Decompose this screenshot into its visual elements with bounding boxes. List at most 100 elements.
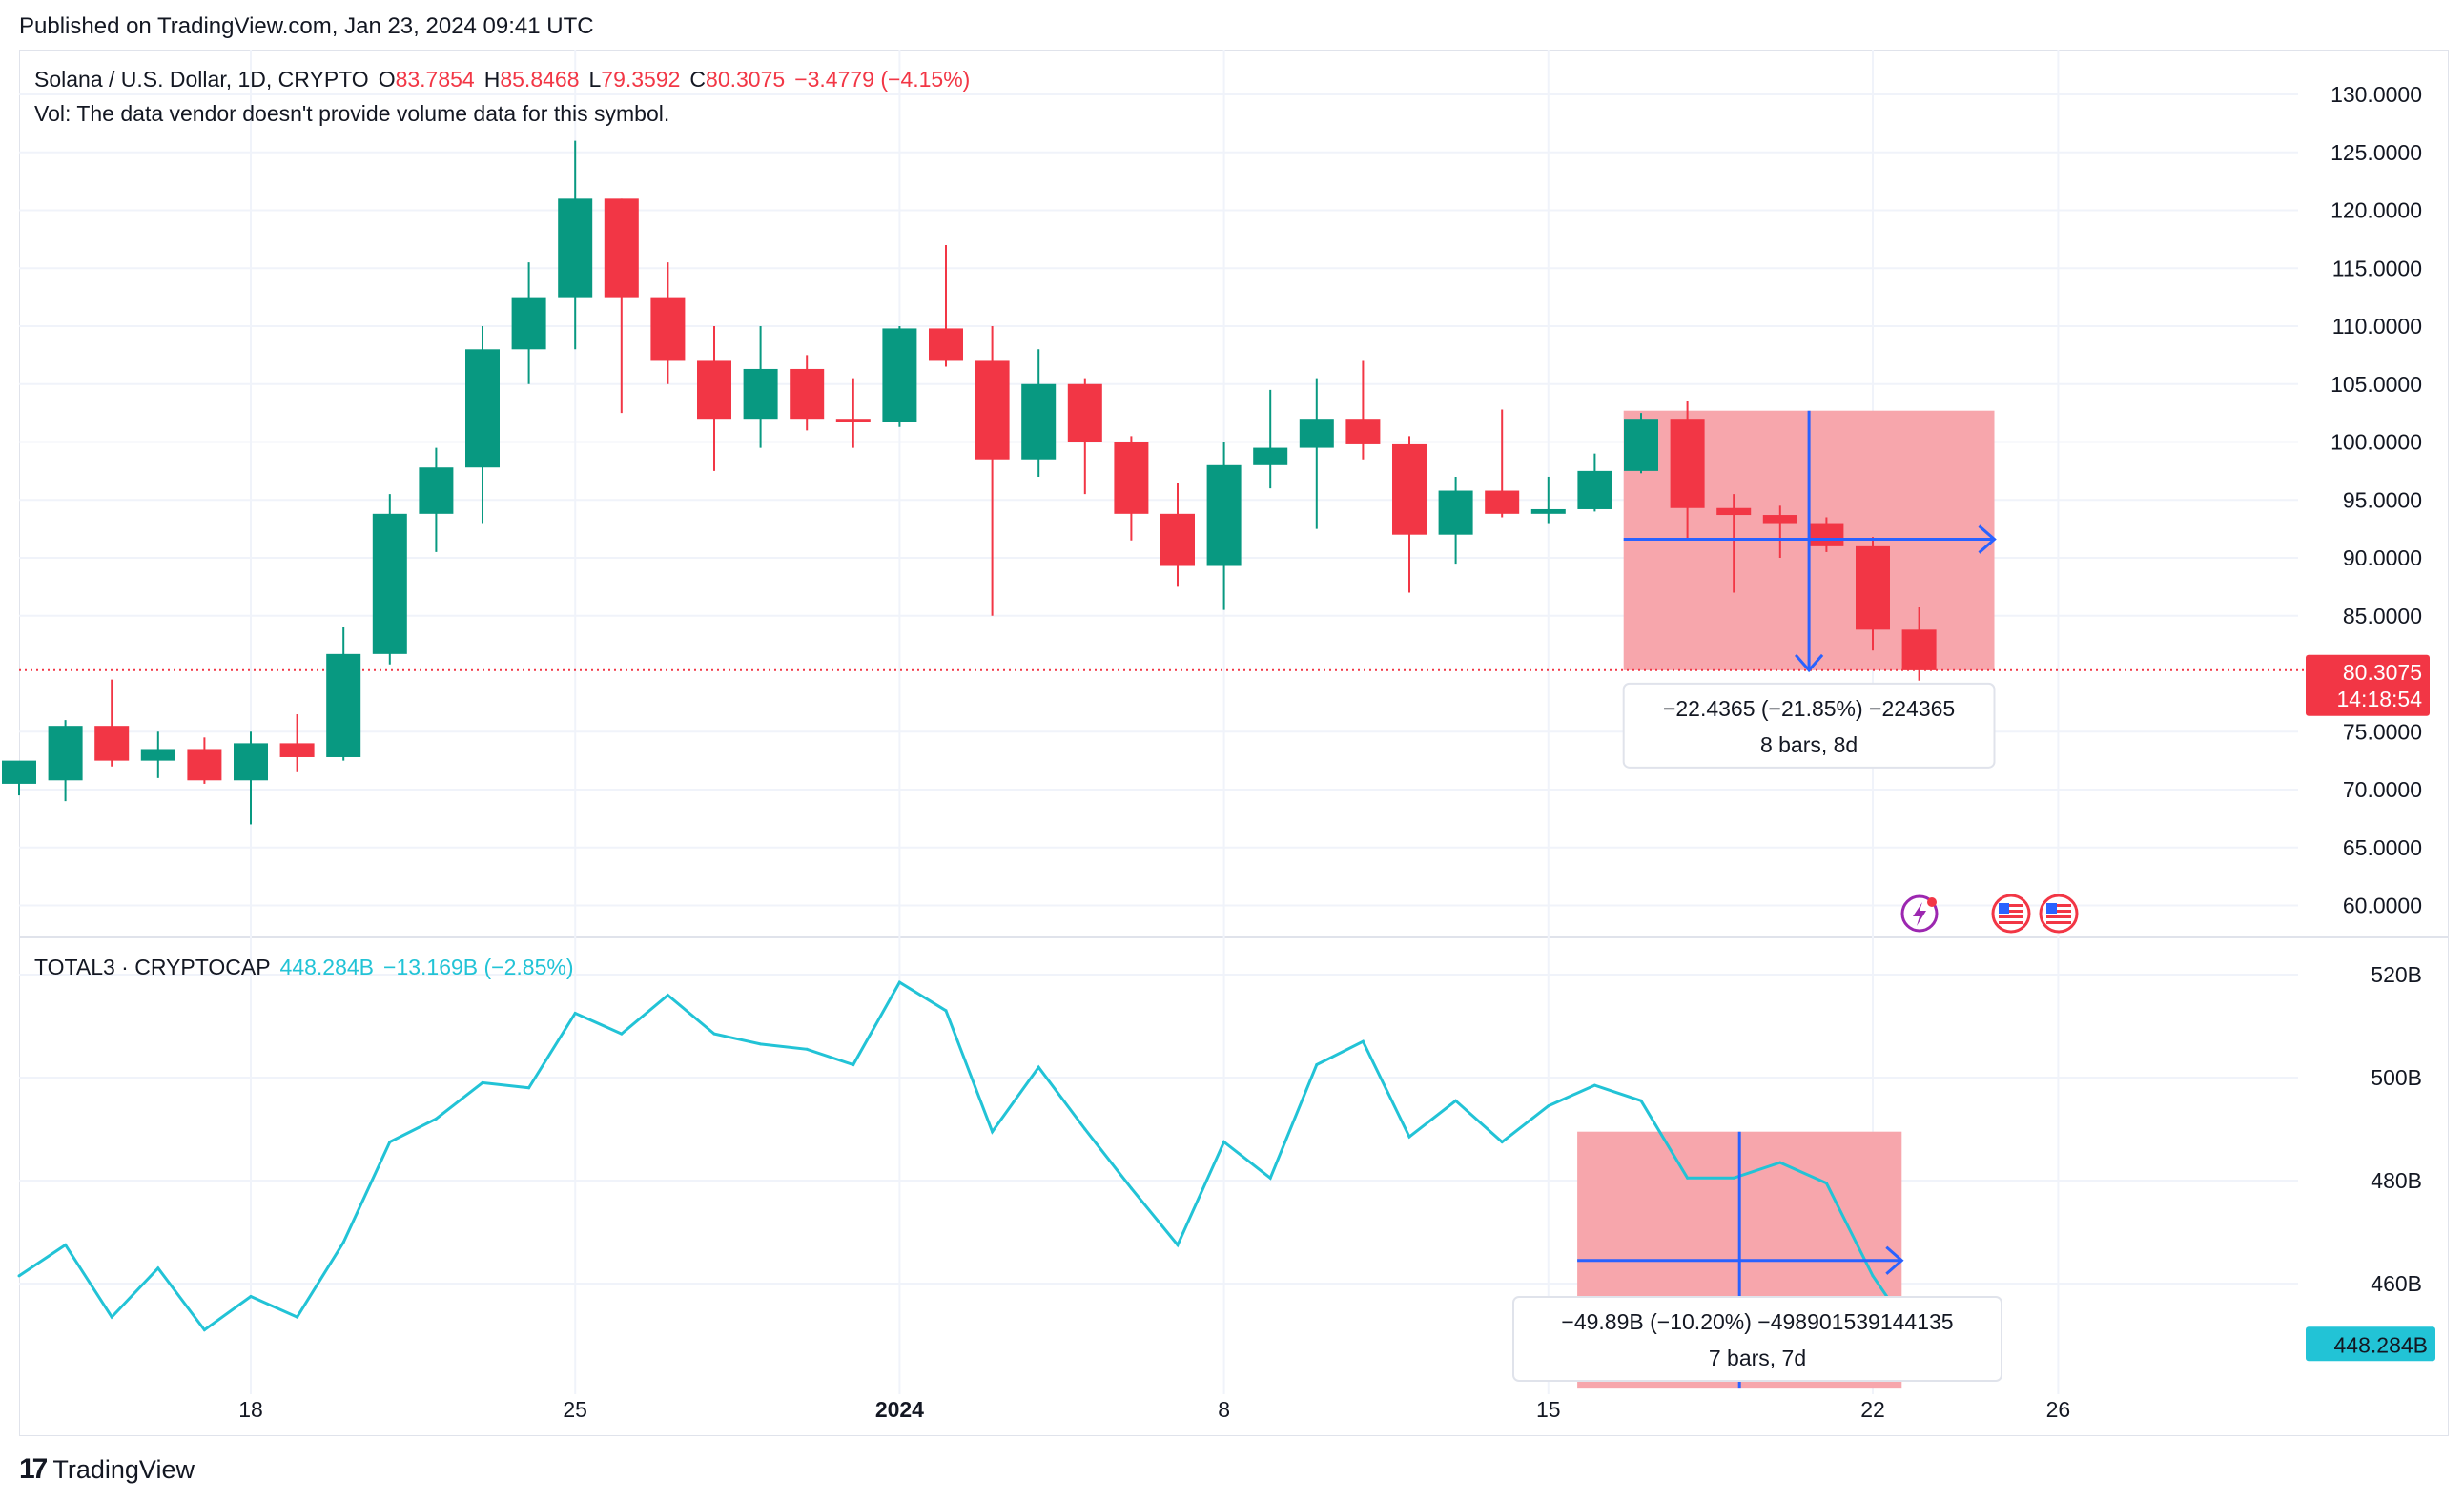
sub-legend[interactable]: TOTAL3 · CRYPTOCAP 448.284B −13.169B (−2.8… [34,955,584,980]
total3-point [666,994,669,997]
change-value: −3.4779 (−4.15%) [794,67,971,92]
candle-body [279,743,315,757]
candle-body [326,653,361,757]
lightning-glyph [1913,902,1926,926]
main-measure-down-arrow [1794,653,1824,673]
sub-y-tick-label: 520B [2371,962,2422,987]
high-value: 85.8468 [500,67,580,92]
candle-body [48,726,83,781]
candle [1114,436,1149,541]
candle-body [1762,515,1797,524]
candle-body [465,349,500,468]
y-tick-label: 95.0000 [2343,487,2422,512]
candle-body [234,743,268,781]
tradingview-logo[interactable]: 17 TradingView [19,1453,195,1486]
candle [1577,453,1612,512]
sub-symbol-label: TOTAL3 · CRYPTOCAP [34,955,271,979]
price-axes: 130.0000 125.0000 120.0000 115.0000 110.0000… [2331,82,2422,1296]
total3-point [202,1328,206,1332]
candle [1624,413,1658,474]
candle [2,760,36,796]
lightning-dot [1927,897,1937,907]
total3-point [573,1012,577,1015]
y-tick-label: 60.0000 [2343,894,2422,918]
x-tick-label: 26 [2046,1397,2071,1422]
candle [743,326,778,448]
chart-frame [19,50,2449,1436]
main-measure-arrows [1623,410,1997,673]
sub-price-tag-box [2306,1326,2435,1362]
sub-y-tick-label: 460B [2371,1271,2422,1296]
y-tick-label: 125.0000 [2331,140,2422,165]
candle-body [1901,629,1937,670]
y-tick-label: 120.0000 [2331,198,2422,223]
candle [1901,607,1937,681]
candle [94,679,130,767]
sub-y-tick-label: 480B [2371,1168,2422,1193]
total3-point [1547,1104,1550,1108]
candle-body [1716,507,1752,516]
candle-body [929,328,963,361]
candle-body [650,297,686,361]
y-tick-label: 110.0000 [2332,314,2422,339]
candle-body [1067,383,1102,442]
total3-point [620,1032,624,1036]
candle-body [1392,443,1427,535]
total3-point [1686,1176,1690,1180]
total3-point [1871,1274,1875,1278]
total3-point [1824,1182,1828,1185]
candle [1253,389,1288,489]
flag-stripe [1999,921,2023,924]
price-tag-countdown: 14:18:54 [2336,687,2422,711]
flag-ring [2039,894,2079,934]
total3-point [1037,1065,1040,1069]
candle [326,627,361,761]
x-tick-label: 22 [1860,1397,1885,1422]
candle-body [1114,442,1149,514]
candle-body [743,368,778,420]
candle-body [882,328,917,422]
y-tick-label: 90.0000 [2343,545,2422,570]
total3-point [1315,1063,1319,1066]
candle-body [697,360,731,420]
candle-body [1345,419,1381,444]
candle-body [372,513,407,654]
candle-body [1299,419,1334,448]
candle [1067,378,1102,495]
candle-body [1253,447,1288,465]
candle [1438,476,1473,565]
sub-measure-line2: 7 bars, 7d [1709,1346,1806,1370]
candle-body [1530,508,1566,514]
candle [835,378,871,448]
total3-point [17,1274,21,1278]
y-tick-label: 70.0000 [2343,777,2422,802]
total3-point [759,1042,763,1046]
total3-point [434,1117,438,1121]
flag-stripe [1999,910,2023,913]
total3-point [1639,1099,1643,1102]
y-tick-label: 65.0000 [2343,835,2422,860]
candle [419,447,454,552]
main-measure-right-arrow [1978,524,1997,554]
candlestick-series [2,140,1937,825]
main-legend[interactable]: Solana / U.S. Dollar, 1D, CRYPTO O83.7854… [34,67,979,93]
total3-point [1129,1186,1133,1190]
candle [48,720,83,802]
y-tick-label: 115.0000 [2332,256,2422,280]
x-tick-label: 25 [563,1397,587,1422]
candle [697,326,731,471]
x-tick-label: 18 [238,1397,263,1422]
us-flag-event-icon [2039,894,2079,934]
candle-body [1485,490,1520,514]
candle [1021,349,1057,477]
candle-body [2,760,36,784]
tradingview-logo-icon: 17 [19,1453,48,1485]
candle-body [1856,545,1890,630]
candle-body [975,360,1010,460]
candle [929,244,963,367]
x-tick-label: 2024 [875,1397,924,1422]
total3-point [481,1080,484,1084]
y-tick-label: 85.0000 [2343,604,2422,628]
candle-body [835,419,871,422]
